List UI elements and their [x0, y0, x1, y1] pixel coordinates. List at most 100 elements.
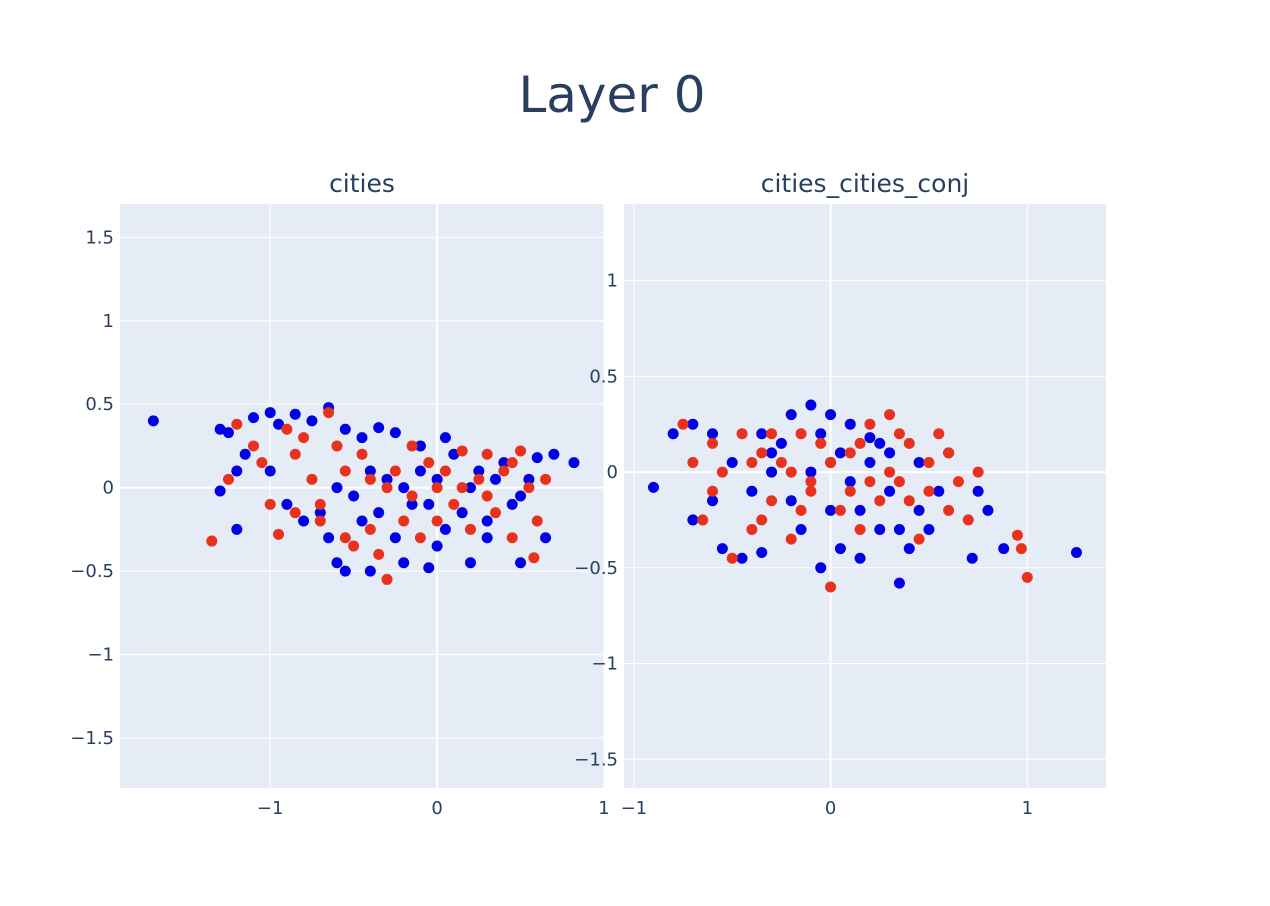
scatter-point: [972, 485, 984, 497]
scatter-point: [766, 495, 778, 507]
scatter-point: [523, 473, 535, 485]
scatter-point: [281, 423, 293, 435]
scatter-point: [825, 456, 837, 468]
scatter-point: [373, 507, 385, 519]
scatter-point: [298, 432, 310, 444]
scatter-point: [314, 498, 326, 510]
scatter-point: [785, 409, 797, 421]
scatter-point: [726, 456, 738, 468]
scatter-point: [498, 457, 510, 469]
scatter-point: [667, 428, 679, 440]
scatter-point: [864, 456, 876, 468]
scatter-point: [389, 465, 401, 477]
scatter-point: [364, 565, 376, 577]
scatter-point: [775, 456, 787, 468]
scatter-point: [239, 448, 251, 460]
scatter-point: [231, 523, 243, 535]
y-tick-label: −0.5: [70, 561, 114, 582]
x-tick-labels: −1 0 1: [621, 798, 1033, 819]
scatter-point: [805, 466, 817, 478]
scatter-point: [844, 418, 856, 430]
scatter-point: [531, 452, 543, 464]
scatter-point: [264, 465, 276, 477]
scatter-point: [356, 432, 368, 444]
scatter-point: [273, 528, 285, 540]
scatter-point: [473, 465, 485, 477]
scatter-point: [398, 515, 410, 527]
plot-background: [120, 204, 604, 788]
scatter-point: [464, 482, 476, 494]
scatter-point: [864, 432, 876, 444]
scatter-point: [874, 437, 886, 449]
scatter-point: [331, 482, 343, 494]
scatter-point: [913, 456, 925, 468]
scatter-point: [481, 515, 493, 527]
scatter-point: [323, 532, 335, 544]
scatter-point: [364, 465, 376, 477]
scatter-point: [414, 440, 426, 452]
scatter-point: [648, 481, 660, 493]
scatter-point: [746, 456, 758, 468]
scatter-point: [854, 524, 866, 536]
scatter-point: [805, 399, 817, 411]
scatter-point: [785, 495, 797, 507]
scatter-point: [398, 557, 410, 569]
scatter-point: [884, 409, 896, 421]
scatter-point: [264, 498, 276, 510]
scatter-point: [874, 495, 886, 507]
y-tick-label: −1.5: [574, 749, 618, 770]
y-tick-label: −0.5: [574, 558, 618, 579]
scatter-point: [248, 440, 260, 452]
scatter-point: [456, 482, 468, 494]
scatter-point: [884, 466, 896, 478]
scatter-point: [1015, 543, 1027, 555]
scatter-point: [373, 422, 385, 434]
scatter-point: [726, 552, 738, 564]
y-tick-label: −1: [87, 645, 114, 666]
scatter-point: [323, 407, 335, 419]
subplot-cities: −1.5 −1 −0.5 0 0.5 1 1.5 −1 0 1 cities: [70, 169, 609, 819]
scatter-point: [864, 476, 876, 488]
scatter-point: [439, 432, 451, 444]
scatter-point: [1011, 529, 1023, 541]
scatter-point: [966, 552, 978, 564]
scatter-point: [874, 524, 886, 536]
scatter-point: [923, 456, 935, 468]
scatter-point: [448, 448, 460, 460]
scatter-point: [943, 447, 955, 459]
scatter-point: [785, 533, 797, 545]
scatter-point: [864, 418, 876, 430]
scatter-point: [815, 562, 827, 574]
scatter-point: [314, 507, 326, 519]
scatter-point: [147, 415, 159, 427]
scatter-point: [716, 466, 728, 478]
x-tick-label: −1: [621, 798, 648, 819]
scatter-point: [406, 490, 418, 502]
grid-lines: [624, 204, 1106, 788]
scatter-point: [206, 535, 218, 547]
scatter-point: [339, 565, 351, 577]
scatter-point: [490, 507, 502, 519]
scatter-point: [389, 532, 401, 544]
scatter-point: [903, 495, 915, 507]
scatter-point: [515, 490, 527, 502]
scatter-point: [214, 485, 226, 497]
x-tick-label: 1: [598, 798, 609, 819]
x-tick-label: 0: [431, 798, 442, 819]
scatter-point: [381, 482, 393, 494]
scatter-point: [381, 473, 393, 485]
scatter-point: [373, 548, 385, 560]
scatter-points: [147, 402, 580, 585]
scatter-point: [707, 428, 719, 440]
scatter-point: [431, 515, 443, 527]
scatter-point: [314, 515, 326, 527]
scatter-point: [775, 437, 787, 449]
scatter-point: [264, 407, 276, 419]
scatter-point: [893, 428, 905, 440]
scatter-point: [506, 498, 518, 510]
scatter-point: [834, 543, 846, 555]
scatter-point: [766, 466, 778, 478]
scatter-point: [1070, 546, 1082, 558]
scatter-point: [844, 476, 856, 488]
scatter-point: [231, 418, 243, 430]
